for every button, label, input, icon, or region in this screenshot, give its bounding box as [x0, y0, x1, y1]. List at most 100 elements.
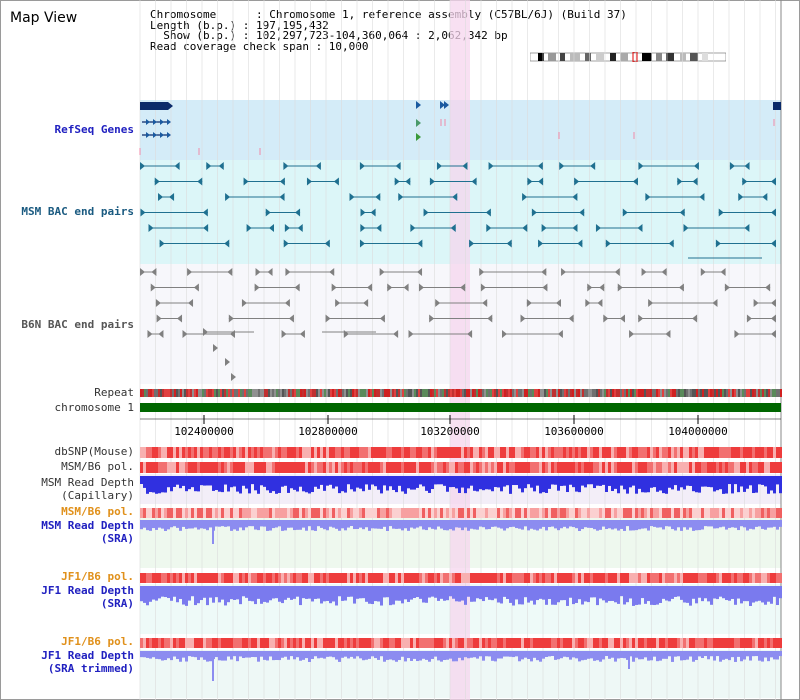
refseq-genes-label[interactable]: RefSeq Genes	[54, 123, 134, 136]
b6n-bac-label[interactable]: B6N BAC end pairs	[21, 318, 134, 331]
repeat-segment	[708, 389, 710, 397]
msm-depth-capillary-bar	[614, 476, 617, 489]
jf1-pol-trimmed-band	[617, 638, 620, 648]
msm-pol-sra-band	[758, 508, 761, 518]
msm-pol-sra-band	[734, 508, 737, 518]
jf1-depth-trimmed-bar	[509, 651, 512, 657]
jf1-pol-trimmed-band	[719, 638, 722, 648]
msm-pol-sra-band	[602, 508, 605, 518]
jf1-pol-band	[191, 573, 194, 583]
bac-end	[417, 268, 423, 276]
repeat-segment	[512, 389, 514, 397]
jf1-depth-sra-bar	[746, 586, 749, 602]
msm-pol-band	[704, 462, 707, 473]
msm-pol-sra-band	[155, 508, 158, 518]
msm-pol-sra-band	[380, 508, 383, 518]
msm-bac-label[interactable]: MSM BAC end pairs	[21, 205, 134, 218]
msm-pol-sra-band	[578, 508, 581, 518]
jf1-pol-trimmed-band	[644, 638, 647, 648]
jf1-depth-sra-label[interactable]: JF1 Read Depth	[41, 584, 134, 597]
repeat-segment	[562, 389, 564, 397]
bac-end	[225, 358, 230, 366]
jf1-pol-band	[563, 573, 566, 583]
jf1-depth-sra-bar	[683, 586, 686, 603]
bac-end	[746, 314, 752, 323]
msm-depth-sra-label-sub: (SRA)	[100, 532, 134, 545]
msm-pol-sra-band	[440, 508, 443, 518]
jf1-depth-trimmed-bar	[755, 651, 758, 657]
jf1-depth-trimmed-bar	[518, 651, 521, 662]
msm-depth-capillary-bar	[395, 476, 398, 493]
msm-depth-sra-bar	[590, 520, 593, 528]
msm-pol-sra-label[interactable]: MSM/B6 pol.	[61, 505, 134, 518]
jf1-pol-trimmed-band	[143, 638, 146, 648]
jf1-pol-band	[779, 573, 782, 583]
repeat-segment	[730, 389, 732, 397]
jf1-depth-sra-bar	[518, 586, 521, 605]
dbsnp-band	[302, 447, 305, 458]
jf1-pol-band	[524, 573, 527, 583]
jf1-depth-sra-bar	[479, 586, 482, 600]
jf1-pol-band	[665, 573, 668, 583]
jf1-pol-trimmed-band	[185, 638, 188, 648]
msm-depth-sra-label[interactable]: MSM Read Depth	[41, 519, 134, 532]
repeat-segment	[206, 389, 208, 397]
dbsnp-band	[182, 447, 185, 458]
jf1-depth-sra-bar	[197, 586, 200, 604]
jf1-pol-trimmed-label[interactable]: JF1/B6 pol.	[61, 635, 134, 648]
jf1-depth-trimmed-bar	[689, 651, 692, 657]
jf1-pol-trimmed-band	[410, 638, 413, 648]
repeat-label: Repeat	[94, 386, 134, 399]
msm-depth-capillary-bar	[671, 476, 674, 490]
msm-pol-band	[608, 462, 611, 473]
jf1-pol-band	[143, 573, 146, 583]
jf1-depth-trimmed-bar	[341, 651, 344, 658]
msm-depth-capillary-bar	[464, 476, 467, 494]
repeat-segment	[476, 389, 478, 397]
msm-depth-capillary-bar	[602, 476, 605, 485]
dbsnp-band	[278, 447, 281, 458]
jf1-pol-trimmed-band	[197, 638, 200, 648]
msm-pol-label[interactable]: MSM/B6 pol.	[61, 460, 134, 473]
jf1-depth-sra-bar	[191, 586, 194, 597]
jf1-pol-band	[716, 573, 719, 583]
msm-pol-sra-band	[353, 508, 356, 518]
jf1-pol-trimmed-band	[740, 638, 743, 648]
bac-end	[155, 299, 161, 307]
repeat-segment	[742, 389, 744, 397]
jf1-pol-trimmed-band	[347, 638, 350, 648]
repeat-segment	[154, 389, 156, 397]
jf1-depth-trimmed-label[interactable]: JF1 Read Depth	[41, 649, 134, 662]
jf1-depth-sra-bar	[359, 586, 362, 599]
dbsnp-label[interactable]: dbSNP(Mouse)	[54, 445, 134, 458]
jf1-pol-band	[221, 573, 224, 583]
msm-depth-capillary-bar	[779, 476, 782, 494]
jf1-pol-band	[263, 573, 266, 583]
bac-end	[360, 224, 366, 232]
msm-pol-band	[449, 462, 452, 473]
msm-depth-capillary-label[interactable]: MSM Read Depth	[41, 476, 134, 489]
msm-depth-capillary-bar	[194, 476, 197, 492]
repeat-segment	[692, 389, 694, 397]
jf1-depth-sra-bar	[320, 586, 323, 604]
jf1-pol-trimmed-band	[224, 638, 227, 648]
msm-depth-sra-bar	[155, 520, 158, 530]
jf1-depth-trimmed-bar	[230, 651, 233, 660]
jf1-pol-trimmed-band	[530, 638, 533, 648]
repeat-segment	[464, 389, 466, 397]
msm-pol-band	[395, 462, 398, 473]
dbsnp-band	[314, 447, 317, 458]
msm-depth-capillary-bar	[302, 476, 305, 492]
repeat-segment	[276, 389, 278, 397]
jf1-pol-band	[449, 573, 452, 583]
msm-pol-sra-band	[518, 508, 521, 518]
jf1-pol-label[interactable]: JF1/B6 pol.	[61, 570, 134, 583]
jf1-pol-trimmed-band	[707, 638, 710, 648]
repeat-segment	[504, 389, 506, 397]
jf1-depth-trimmed-bar	[239, 651, 242, 657]
msm-pol-band	[416, 462, 419, 473]
chromosome-ideogram[interactable]	[530, 52, 726, 62]
msm-depth-capillary-bar	[743, 476, 746, 492]
bac-end	[480, 283, 486, 292]
